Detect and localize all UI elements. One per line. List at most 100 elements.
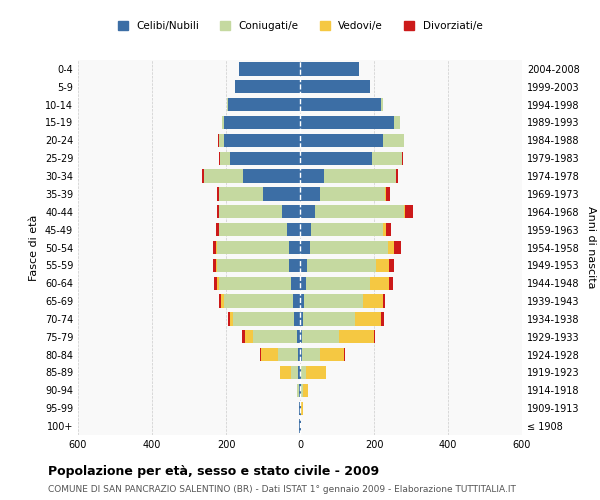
Bar: [230, 152, 300, 165]
Bar: [260, 348, 261, 362]
Bar: [216, 241, 217, 254]
Legend: Celibi/Nubili, Coniugati/e, Vedovi/e, Divorziati/e: Celibi/Nubili, Coniugati/e, Vedovi/e, Di…: [113, 16, 487, 35]
Bar: [220, 152, 230, 165]
Bar: [363, 294, 383, 308]
Y-axis label: Anni di nascita: Anni di nascita: [586, 206, 596, 289]
Bar: [376, 258, 389, 272]
Bar: [221, 294, 224, 308]
Bar: [315, 205, 404, 218]
Bar: [300, 170, 324, 183]
Bar: [389, 258, 394, 272]
Bar: [302, 384, 308, 397]
Bar: [300, 205, 315, 218]
Bar: [396, 170, 398, 183]
Bar: [320, 187, 385, 200]
Bar: [300, 330, 302, 344]
Bar: [213, 241, 216, 254]
Bar: [278, 348, 298, 362]
Bar: [386, 187, 389, 200]
Bar: [300, 241, 310, 254]
Bar: [298, 384, 299, 397]
Bar: [224, 116, 300, 129]
Bar: [394, 241, 401, 254]
Bar: [304, 294, 363, 308]
Bar: [301, 366, 306, 379]
Bar: [299, 402, 300, 415]
Bar: [300, 98, 382, 112]
Bar: [253, 330, 297, 344]
Bar: [217, 276, 218, 290]
Bar: [263, 187, 300, 200]
Bar: [300, 62, 359, 76]
Bar: [344, 348, 345, 362]
Bar: [214, 276, 217, 290]
Bar: [380, 312, 383, 326]
Bar: [291, 276, 300, 290]
Bar: [242, 170, 300, 183]
Bar: [220, 294, 221, 308]
Bar: [301, 384, 302, 397]
Bar: [218, 205, 281, 218]
Bar: [383, 223, 386, 236]
Bar: [218, 276, 291, 290]
Bar: [374, 330, 375, 344]
Bar: [320, 348, 344, 362]
Bar: [382, 98, 383, 112]
Bar: [300, 134, 383, 147]
Bar: [305, 276, 370, 290]
Bar: [300, 384, 301, 397]
Bar: [297, 330, 300, 344]
Bar: [239, 62, 300, 76]
Bar: [222, 116, 224, 129]
Bar: [300, 187, 320, 200]
Bar: [295, 312, 300, 326]
Bar: [383, 294, 385, 308]
Bar: [300, 116, 394, 129]
Bar: [212, 258, 215, 272]
Bar: [310, 241, 388, 254]
Bar: [372, 152, 402, 165]
Text: COMUNE DI SAN PANCRAZIO SALENTINO (BR) - Dati ISTAT 1° gennaio 2009 - Elaborazio: COMUNE DI SAN PANCRAZIO SALENTINO (BR) -…: [48, 485, 516, 494]
Bar: [217, 187, 218, 200]
Bar: [299, 384, 300, 397]
Bar: [339, 330, 374, 344]
Bar: [228, 312, 230, 326]
Bar: [300, 366, 301, 379]
Bar: [261, 348, 278, 362]
Bar: [289, 258, 300, 272]
Bar: [300, 402, 301, 415]
Bar: [311, 223, 383, 236]
Bar: [389, 276, 392, 290]
Bar: [355, 312, 380, 326]
Bar: [230, 312, 233, 326]
Bar: [227, 98, 228, 112]
Bar: [300, 420, 301, 433]
Bar: [289, 241, 300, 254]
Y-axis label: Fasce di età: Fasce di età: [29, 214, 39, 280]
Bar: [202, 170, 204, 183]
Bar: [300, 294, 304, 308]
Bar: [242, 330, 245, 344]
Bar: [217, 205, 218, 218]
Bar: [218, 134, 224, 147]
Bar: [217, 241, 289, 254]
Bar: [218, 223, 287, 236]
Bar: [385, 187, 386, 200]
Bar: [406, 205, 413, 218]
Bar: [301, 402, 302, 415]
Bar: [300, 152, 372, 165]
Bar: [306, 366, 326, 379]
Bar: [298, 348, 300, 362]
Bar: [394, 116, 400, 129]
Bar: [245, 330, 253, 344]
Bar: [300, 80, 370, 94]
Bar: [217, 258, 289, 272]
Bar: [404, 205, 406, 218]
Bar: [307, 258, 376, 272]
Bar: [324, 170, 396, 183]
Bar: [300, 312, 303, 326]
Bar: [215, 258, 217, 272]
Bar: [281, 205, 300, 218]
Bar: [302, 330, 339, 344]
Bar: [204, 170, 242, 183]
